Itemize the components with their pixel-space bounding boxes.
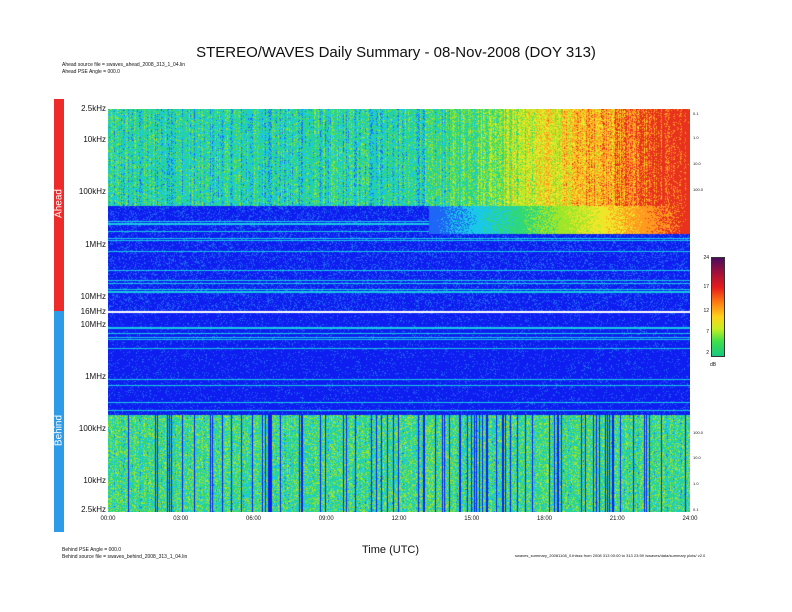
colorbar-tick: 17: [703, 284, 709, 290]
colorbar-tick: 2: [706, 350, 709, 356]
behind-sidebar: [54, 311, 64, 532]
ahead-angle-note: Ahead PSE Angle = 000.0: [62, 69, 120, 75]
x-tick-label: 03:00: [173, 516, 189, 522]
colorbar-tick: 7: [706, 329, 709, 335]
ahead-label: Ahead: [53, 189, 65, 218]
behind-ytick: 1MHz: [85, 372, 106, 381]
behind-right-tick: 100.0: [693, 430, 704, 435]
ahead-right-tick: 100.0: [693, 187, 704, 192]
ahead-right-tick: 10.0: [693, 161, 701, 166]
ahead-ytick: 1MHz: [85, 240, 106, 249]
colorbar: [711, 257, 725, 357]
footer-note: swaves_summary_20081108_0.fnlsss from 20…: [515, 553, 706, 558]
behind-ytick: 10kHz: [83, 476, 106, 485]
x-tick-label: 18:00: [536, 516, 552, 522]
colorbar-tick: 24: [703, 255, 709, 261]
x-axis-label: Time (UTC): [362, 544, 420, 556]
x-tick-label: 09:00: [318, 516, 334, 522]
behind-ytick: 100kHz: [78, 424, 106, 433]
x-tick-label: 12:00: [391, 516, 407, 522]
x-tick-label: 24:00: [682, 516, 698, 522]
ahead-right-tick: 1.0: [693, 135, 699, 140]
x-tick-label: 00:00: [100, 516, 116, 522]
x-tick-label: 15:00: [464, 516, 480, 522]
ahead-ytick: 2.5kHz: [81, 104, 106, 113]
behind-angle-note: Behind PSE Angle = 000.0: [62, 547, 122, 553]
ahead-ytick: 10kHz: [83, 135, 106, 144]
behind-right-tick: 1.0: [693, 481, 699, 486]
behind-ytick: 2.5kHz: [81, 505, 106, 514]
behind-source-note: Behind source file = swaves_behind_2008_…: [62, 554, 188, 560]
behind-right-tick: 10.0: [693, 455, 701, 460]
ahead-ytick: 10MHz: [80, 292, 106, 301]
ahead-ytick: 16MHz: [80, 307, 106, 316]
x-tick-label: 06:00: [245, 516, 261, 522]
colorbar-unit: dB: [710, 362, 717, 368]
behind-right-tick: 0.1: [693, 507, 699, 512]
chart-title: STEREO/WAVES Daily Summary - 08-Nov-2008…: [196, 44, 596, 61]
x-tick-label: 21:00: [609, 516, 625, 522]
ahead-sidebar: [54, 99, 64, 311]
behind-ytick: 10MHz: [80, 320, 106, 329]
spectrogram-heatmap: [108, 109, 690, 512]
ahead-source-note: Ahead source file = swaves_ahead_2008_31…: [62, 62, 186, 68]
ahead-ytick: 100kHz: [78, 187, 106, 196]
colorbar-tick: 12: [703, 308, 709, 314]
ahead-right-tick: 0.1: [693, 111, 699, 116]
